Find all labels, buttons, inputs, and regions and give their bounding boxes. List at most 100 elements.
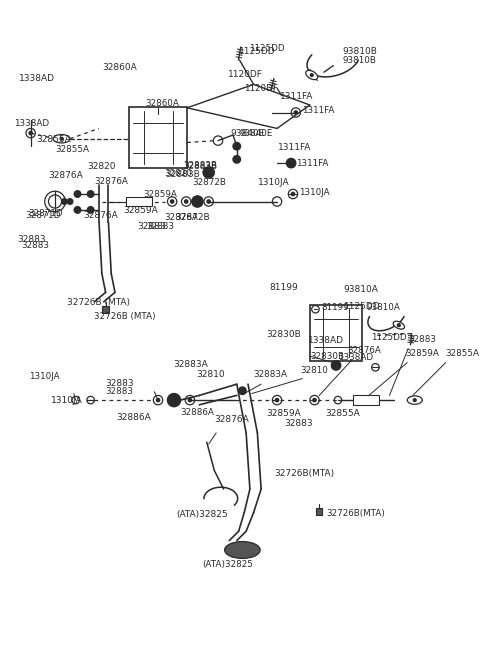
- Circle shape: [192, 196, 203, 207]
- Text: 32871D: 32871D: [29, 209, 63, 218]
- Bar: [129, 107, 187, 168]
- Text: 32883A: 32883A: [253, 370, 288, 379]
- Text: 32855A: 32855A: [325, 409, 360, 418]
- Circle shape: [67, 198, 73, 204]
- Circle shape: [74, 207, 81, 214]
- Text: 1125DD: 1125DD: [371, 333, 407, 342]
- Circle shape: [188, 398, 192, 402]
- Text: 32883: 32883: [137, 222, 166, 231]
- Text: 1338AD: 1338AD: [338, 354, 373, 362]
- Text: 32859A: 32859A: [266, 409, 301, 418]
- Text: 32726B(MTA): 32726B(MTA): [327, 509, 385, 518]
- Text: (ATA)32825: (ATA)32825: [202, 559, 253, 569]
- Circle shape: [397, 324, 400, 327]
- Bar: [126, 196, 153, 206]
- Circle shape: [168, 394, 180, 407]
- Text: 32883: 32883: [105, 379, 133, 388]
- Circle shape: [61, 198, 67, 204]
- Circle shape: [331, 361, 341, 370]
- Text: 32810: 32810: [300, 365, 328, 375]
- Text: 93810B: 93810B: [342, 47, 377, 56]
- Text: 32871D: 32871D: [25, 211, 61, 219]
- Ellipse shape: [393, 321, 405, 329]
- Bar: [316, 508, 323, 515]
- Circle shape: [170, 200, 174, 203]
- Circle shape: [313, 398, 316, 402]
- Text: 32860A: 32860A: [102, 64, 137, 73]
- Text: 93840E: 93840E: [230, 129, 264, 138]
- Text: 32810: 32810: [196, 369, 225, 379]
- Text: 32886A: 32886A: [117, 413, 152, 422]
- Text: 1125DD: 1125DD: [249, 45, 285, 53]
- Circle shape: [287, 159, 296, 168]
- Text: 32855A: 32855A: [36, 135, 72, 144]
- Ellipse shape: [225, 542, 260, 559]
- Text: 32872B: 32872B: [193, 178, 227, 187]
- Ellipse shape: [407, 396, 422, 404]
- Text: 32883: 32883: [21, 241, 49, 250]
- Circle shape: [29, 132, 32, 135]
- Text: 32726B (MTA): 32726B (MTA): [67, 299, 130, 307]
- Text: 32883: 32883: [146, 222, 174, 231]
- Text: 32859A: 32859A: [123, 206, 158, 215]
- Text: 32859A: 32859A: [406, 348, 439, 358]
- Text: 32872B: 32872B: [176, 213, 210, 222]
- Circle shape: [294, 111, 298, 114]
- Circle shape: [87, 207, 94, 214]
- Ellipse shape: [306, 71, 318, 80]
- Text: 32883: 32883: [17, 234, 46, 244]
- Text: 32883B: 32883B: [183, 162, 217, 172]
- Circle shape: [87, 191, 94, 197]
- Text: 81199: 81199: [270, 282, 299, 291]
- Text: 32876A: 32876A: [48, 172, 83, 180]
- Text: 1338AD: 1338AD: [308, 336, 344, 345]
- Text: 32883B: 32883B: [166, 170, 201, 179]
- Text: 32876A: 32876A: [215, 415, 250, 424]
- Circle shape: [60, 138, 63, 140]
- Ellipse shape: [53, 134, 70, 143]
- Text: 1125DD: 1125DD: [239, 47, 276, 56]
- Circle shape: [276, 398, 279, 402]
- Text: 32883B: 32883B: [183, 161, 217, 170]
- Text: 1310JA: 1310JA: [29, 372, 60, 381]
- Text: 32883A: 32883A: [173, 360, 208, 369]
- Circle shape: [184, 200, 188, 203]
- Text: 1310JA: 1310JA: [299, 187, 329, 196]
- Circle shape: [291, 193, 295, 196]
- Text: 93810A: 93810A: [366, 303, 400, 312]
- Text: 93810B: 93810B: [343, 56, 376, 65]
- Text: 1311FA: 1311FA: [279, 92, 313, 102]
- Text: 32859A: 32859A: [143, 189, 177, 198]
- Text: 32820: 32820: [87, 162, 116, 171]
- Text: 32876A: 32876A: [95, 178, 128, 186]
- Text: 1311FA: 1311FA: [278, 143, 312, 152]
- Text: 93840E: 93840E: [240, 128, 273, 138]
- Text: 81199: 81199: [321, 303, 348, 312]
- Text: 32876A: 32876A: [165, 213, 199, 222]
- Text: 32876A: 32876A: [83, 212, 118, 220]
- Text: 32830B: 32830B: [266, 330, 301, 339]
- Text: 32830B: 32830B: [310, 352, 344, 360]
- Circle shape: [413, 399, 416, 402]
- Circle shape: [310, 73, 313, 77]
- Text: 1120DF: 1120DF: [228, 70, 263, 79]
- Bar: [353, 396, 379, 405]
- Text: 32883: 32883: [285, 419, 313, 428]
- Text: 32855A: 32855A: [445, 348, 480, 358]
- Text: 1311FA: 1311FA: [296, 159, 328, 168]
- Text: (ATA)32825: (ATA)32825: [176, 510, 228, 519]
- Circle shape: [239, 387, 246, 394]
- Text: 1338AD: 1338AD: [14, 119, 49, 128]
- Text: 93810A: 93810A: [344, 285, 379, 294]
- Circle shape: [207, 200, 210, 203]
- Text: 32820: 32820: [165, 169, 192, 178]
- Circle shape: [74, 191, 81, 197]
- Text: 1310JA: 1310JA: [51, 396, 83, 405]
- Circle shape: [203, 167, 214, 178]
- Bar: [102, 306, 109, 312]
- Circle shape: [233, 143, 240, 150]
- Text: 32886A: 32886A: [180, 408, 215, 417]
- Text: 32860A: 32860A: [145, 99, 179, 107]
- Text: 32855A: 32855A: [55, 145, 89, 155]
- Text: 1125DD: 1125DD: [344, 301, 381, 310]
